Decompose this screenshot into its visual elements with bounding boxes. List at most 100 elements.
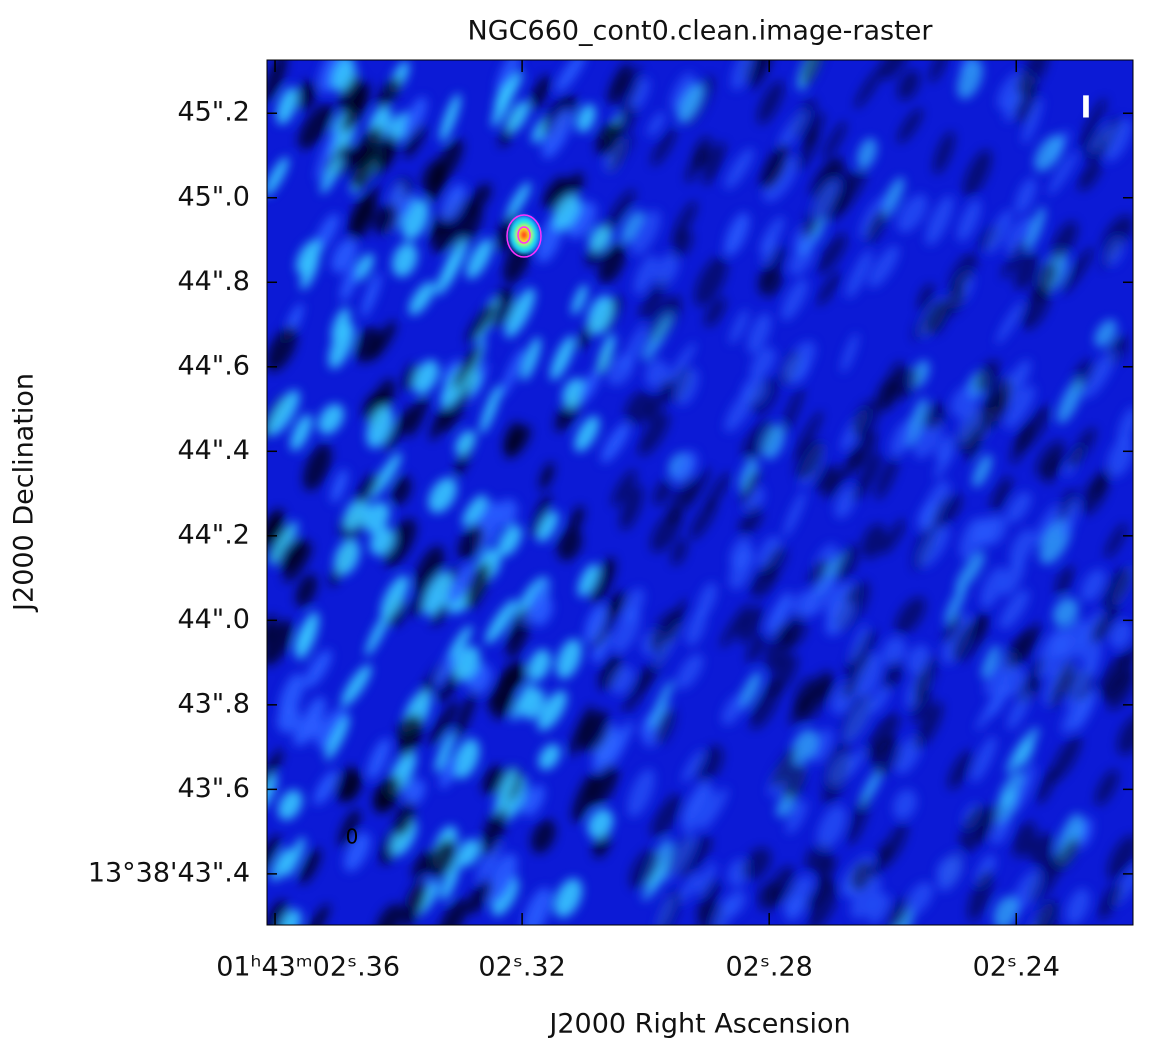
noise-blob (1047, 150, 1078, 196)
source (509, 216, 539, 254)
noise-blob (971, 735, 997, 783)
x-tick-label: 02ˢ.32 (478, 952, 565, 983)
noise-blob (574, 415, 600, 452)
noise-blob (298, 103, 334, 150)
noise-blob (957, 60, 983, 100)
noise-blob (671, 450, 699, 485)
y-tick-label: 44".0 (177, 604, 250, 635)
noise-blob (1016, 405, 1051, 453)
noise-blob (453, 206, 483, 252)
noise-blob (929, 60, 949, 83)
noise-blob (881, 636, 907, 666)
noise-blob (804, 573, 837, 617)
noise-blob (396, 714, 423, 746)
noise-blob (1101, 215, 1133, 255)
noise-blob (926, 300, 950, 335)
noise-blob (948, 750, 974, 790)
y-tick-label: 44".4 (177, 435, 250, 466)
noise-blob (454, 690, 477, 740)
noise-blob (742, 847, 771, 881)
noise-blob (948, 252, 978, 292)
noise-blob (542, 176, 567, 208)
noise-blob (504, 425, 531, 459)
noise-blob (910, 690, 932, 721)
noise-blob (511, 681, 534, 721)
noise-blob (466, 238, 493, 280)
noise-blob (277, 789, 303, 821)
noise-blob (494, 767, 517, 816)
noise-blob (646, 379, 672, 424)
noise-blob (493, 70, 523, 116)
noise-blob (933, 446, 955, 479)
noise-blob (402, 363, 419, 391)
noise-blob (455, 430, 476, 456)
noise-blob (918, 525, 950, 568)
noise-blob (1051, 221, 1078, 260)
noise-blob (592, 629, 612, 663)
noise-blob (695, 862, 717, 897)
noise-blob (914, 701, 943, 750)
y-tick-label: 43".6 (177, 773, 250, 804)
noise-blob (552, 194, 581, 231)
noise-blob (403, 778, 426, 807)
noise-blob (361, 272, 382, 318)
noise-blob (267, 156, 289, 197)
noise-blob (721, 694, 745, 726)
noise-blob (271, 847, 292, 882)
noise-blob (1033, 899, 1060, 925)
noise-blob (608, 134, 634, 173)
noise-blob (1107, 835, 1133, 881)
noise-blob (504, 287, 536, 338)
noise-blob (917, 501, 940, 533)
noise-blob (639, 276, 668, 321)
noise-blob (295, 80, 317, 111)
noise-blob (651, 127, 677, 166)
noise-blob (414, 545, 445, 594)
noise-blob (882, 660, 904, 690)
noise-blob (801, 112, 825, 147)
noise-blob (653, 478, 672, 506)
noise-blob (850, 861, 872, 891)
noise-blob (794, 439, 824, 481)
noise-blob (783, 355, 809, 384)
noise-blob (633, 254, 658, 295)
y-tick-label: 44".2 (177, 519, 250, 550)
noise-blob (408, 281, 435, 316)
y-tick-label: 44".6 (177, 350, 250, 381)
noise-blob (453, 738, 480, 779)
noise-blob (497, 524, 522, 557)
noise-blob (879, 60, 909, 80)
noise-blob (807, 559, 828, 587)
noise-blob (580, 368, 601, 402)
noise-blob (676, 82, 704, 123)
noise-blob (669, 72, 695, 111)
stokes-label: I (1080, 91, 1091, 126)
noise-blob (609, 665, 634, 695)
noise-blob (768, 866, 796, 905)
noise-blob (1006, 491, 1032, 524)
y-tick-label: 45".0 (177, 181, 250, 212)
noise-blob (599, 655, 623, 691)
noise-blob (892, 789, 917, 820)
noise-blob (612, 607, 641, 654)
noise-blob (383, 405, 415, 452)
noise-blob (849, 624, 868, 664)
noise-blob (854, 66, 884, 109)
noise-blob (869, 683, 892, 714)
noise-blob (845, 249, 873, 299)
noise-blob (348, 194, 376, 241)
y-tick-label: 44".8 (177, 266, 250, 297)
noise-blob (624, 390, 653, 427)
noise-blob (829, 170, 854, 214)
noise-blob (1068, 427, 1096, 468)
noise-blob (373, 203, 398, 235)
noise-blob (1011, 870, 1041, 913)
noise-blob (500, 347, 525, 397)
noise-blob (1101, 566, 1132, 610)
noise-blob (279, 909, 302, 925)
noise-blob (959, 804, 990, 853)
noise-blob (944, 585, 967, 625)
x-tick-label: 01ʰ43ᵐ02ˢ.36 (216, 952, 400, 983)
noise-blob (606, 354, 634, 386)
noise-blob (375, 134, 398, 169)
